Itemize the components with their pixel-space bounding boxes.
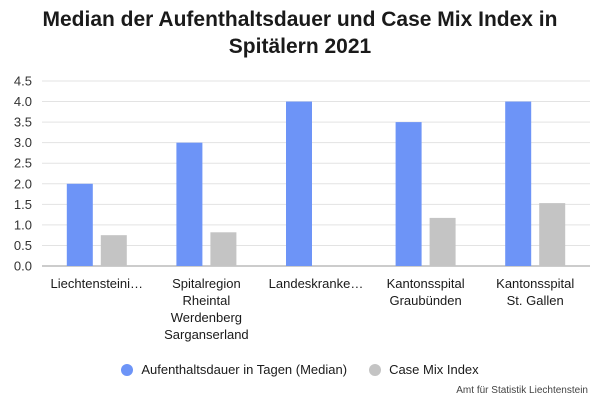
y-tick-label: 4.5 <box>14 74 32 89</box>
bar-aufenthaltsdauer[interactable] <box>176 142 203 266</box>
x-category-label: Kantonsspital <box>496 276 574 291</box>
bar-aufenthaltsdauer[interactable] <box>395 122 422 266</box>
bar-case-mix-index[interactable] <box>210 232 237 266</box>
y-tick-label: 2.0 <box>14 176 32 191</box>
bar-case-mix-index[interactable] <box>539 203 566 266</box>
chart-title: Median der Aufenthaltsdauer und Case Mix… <box>42 8 558 58</box>
y-tick-label: 0.5 <box>14 238 32 253</box>
source-credit: Amt für Statistik Liechtenstein <box>456 385 588 396</box>
y-tick-label: 4.0 <box>14 94 32 109</box>
x-category-label: Werdenberg <box>171 310 242 325</box>
bar-aufenthaltsdauer[interactable] <box>505 101 532 266</box>
x-category-label: Kantonsspital <box>387 276 465 291</box>
y-tick-label: 2.5 <box>14 156 32 171</box>
legend-item-case-mix-index[interactable]: Case Mix Index <box>369 362 479 377</box>
bar-aufenthaltsdauer[interactable] <box>286 101 312 266</box>
x-category-label: Rheintal <box>183 293 231 308</box>
bar-aufenthaltsdauer[interactable] <box>66 183 93 266</box>
x-category-label: St. Gallen <box>507 293 564 308</box>
x-category-label: Landeskranke… <box>269 276 364 291</box>
legend-label-case-mix-index: Case Mix Index <box>389 362 479 377</box>
legend-swatch-aufenthaltsdauer <box>121 363 134 376</box>
legend: Aufenthaltsdauer in Tagen (Median) Case … <box>0 362 600 377</box>
y-tick-label: 1.5 <box>14 197 32 212</box>
x-category-label: Liechtensteini… <box>51 276 144 291</box>
legend-label-aufenthaltsdauer: Aufenthaltsdauer in Tagen (Median) <box>141 362 348 377</box>
legend-swatch-case-mix-index <box>369 363 382 376</box>
bar-case-mix-index[interactable] <box>429 217 456 266</box>
legend-item-aufenthaltsdauer[interactable]: Aufenthaltsdauer in Tagen (Median) <box>121 362 347 377</box>
y-tick-label: 0.0 <box>14 259 32 274</box>
y-tick-label: 3.5 <box>14 115 32 130</box>
x-category-label: Graubünden <box>389 293 461 308</box>
y-tick-label: 1.0 <box>14 217 32 232</box>
x-category-label: Spitalregion <box>172 276 241 291</box>
bar-case-mix-index[interactable] <box>100 235 127 266</box>
x-category-label: Sarganserland <box>164 327 249 342</box>
y-tick-label: 3.0 <box>14 135 32 150</box>
